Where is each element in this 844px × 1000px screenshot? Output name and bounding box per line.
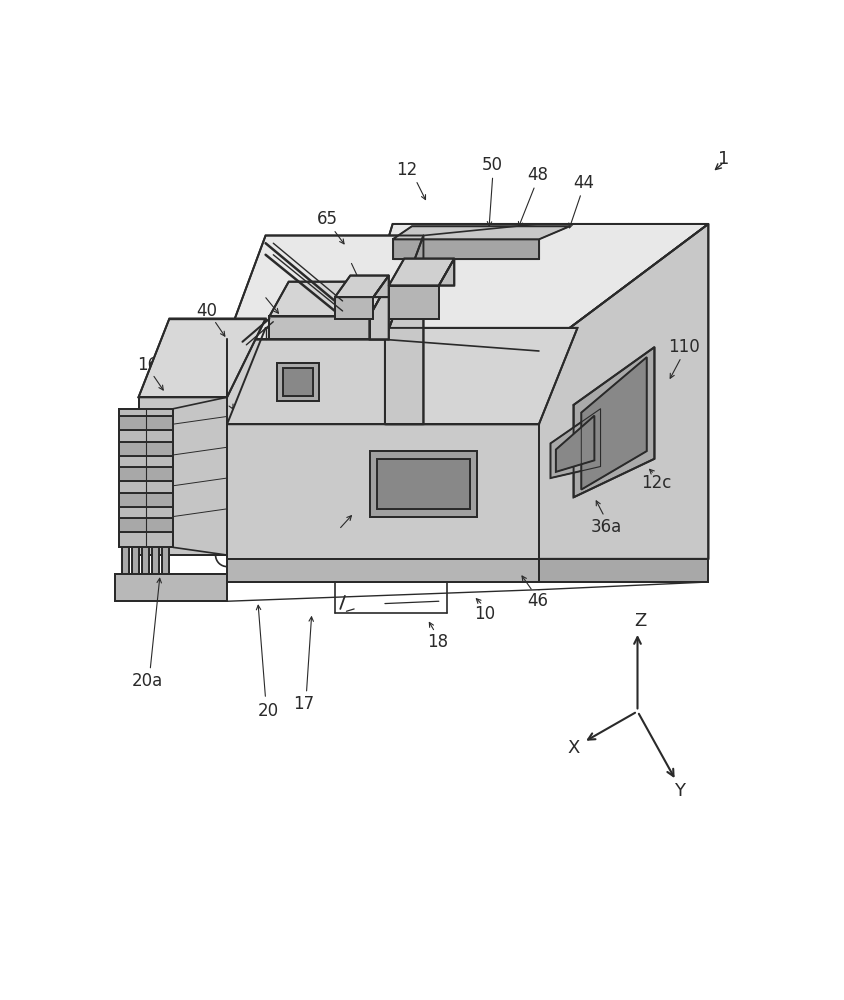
Text: 20: 20 [257, 702, 279, 720]
Polygon shape [132, 547, 139, 574]
Text: 10: 10 [474, 605, 495, 623]
Polygon shape [555, 416, 593, 472]
Polygon shape [388, 259, 454, 286]
Polygon shape [269, 316, 369, 339]
Text: 110: 110 [667, 338, 699, 356]
Polygon shape [538, 559, 707, 582]
Text: 64: 64 [247, 277, 268, 295]
Polygon shape [227, 424, 538, 559]
Text: 1: 1 [717, 149, 728, 167]
Polygon shape [122, 547, 129, 574]
Text: 65: 65 [316, 210, 338, 228]
Polygon shape [438, 259, 454, 286]
Text: 48: 48 [527, 166, 547, 184]
Polygon shape [373, 276, 388, 297]
Polygon shape [392, 226, 569, 239]
Polygon shape [142, 547, 149, 574]
Polygon shape [227, 559, 538, 582]
Polygon shape [227, 235, 423, 339]
Text: 12c: 12c [640, 474, 670, 492]
Text: X: X [566, 739, 579, 757]
Polygon shape [269, 282, 388, 316]
Text: 14: 14 [334, 242, 355, 260]
Text: 60: 60 [322, 531, 343, 549]
Polygon shape [354, 224, 707, 351]
Polygon shape [376, 459, 469, 509]
Text: 17: 17 [293, 695, 314, 713]
Polygon shape [385, 235, 423, 424]
Text: Y: Y [673, 782, 684, 800]
Text: Z: Z [634, 611, 646, 630]
Polygon shape [581, 357, 646, 490]
Polygon shape [573, 347, 653, 497]
Polygon shape [283, 368, 313, 396]
Polygon shape [538, 224, 707, 559]
Polygon shape [119, 416, 173, 430]
Text: 66: 66 [216, 387, 237, 405]
Text: 46: 46 [527, 592, 547, 610]
Polygon shape [227, 339, 385, 424]
Polygon shape [369, 451, 477, 517]
Polygon shape [392, 239, 538, 259]
Polygon shape [151, 547, 160, 574]
Text: 44: 44 [572, 174, 593, 192]
Polygon shape [119, 467, 173, 481]
Text: 36a: 36a [590, 518, 621, 536]
Polygon shape [277, 363, 319, 401]
Polygon shape [138, 319, 265, 397]
Polygon shape [119, 409, 173, 547]
Text: 16: 16 [137, 356, 158, 374]
Polygon shape [161, 547, 169, 574]
Polygon shape [138, 397, 227, 555]
Polygon shape [116, 574, 227, 601]
Polygon shape [119, 442, 173, 456]
Polygon shape [119, 518, 173, 532]
Text: 20a: 20a [132, 672, 163, 690]
Polygon shape [227, 328, 576, 424]
Text: 50: 50 [482, 156, 503, 174]
Polygon shape [354, 351, 538, 559]
Polygon shape [369, 282, 388, 339]
Polygon shape [334, 276, 388, 297]
Text: 40: 40 [196, 302, 217, 320]
Polygon shape [334, 297, 373, 319]
Text: 18: 18 [426, 633, 447, 651]
Polygon shape [119, 493, 173, 507]
Polygon shape [549, 409, 600, 478]
Text: 12: 12 [395, 161, 417, 179]
Polygon shape [388, 286, 438, 319]
